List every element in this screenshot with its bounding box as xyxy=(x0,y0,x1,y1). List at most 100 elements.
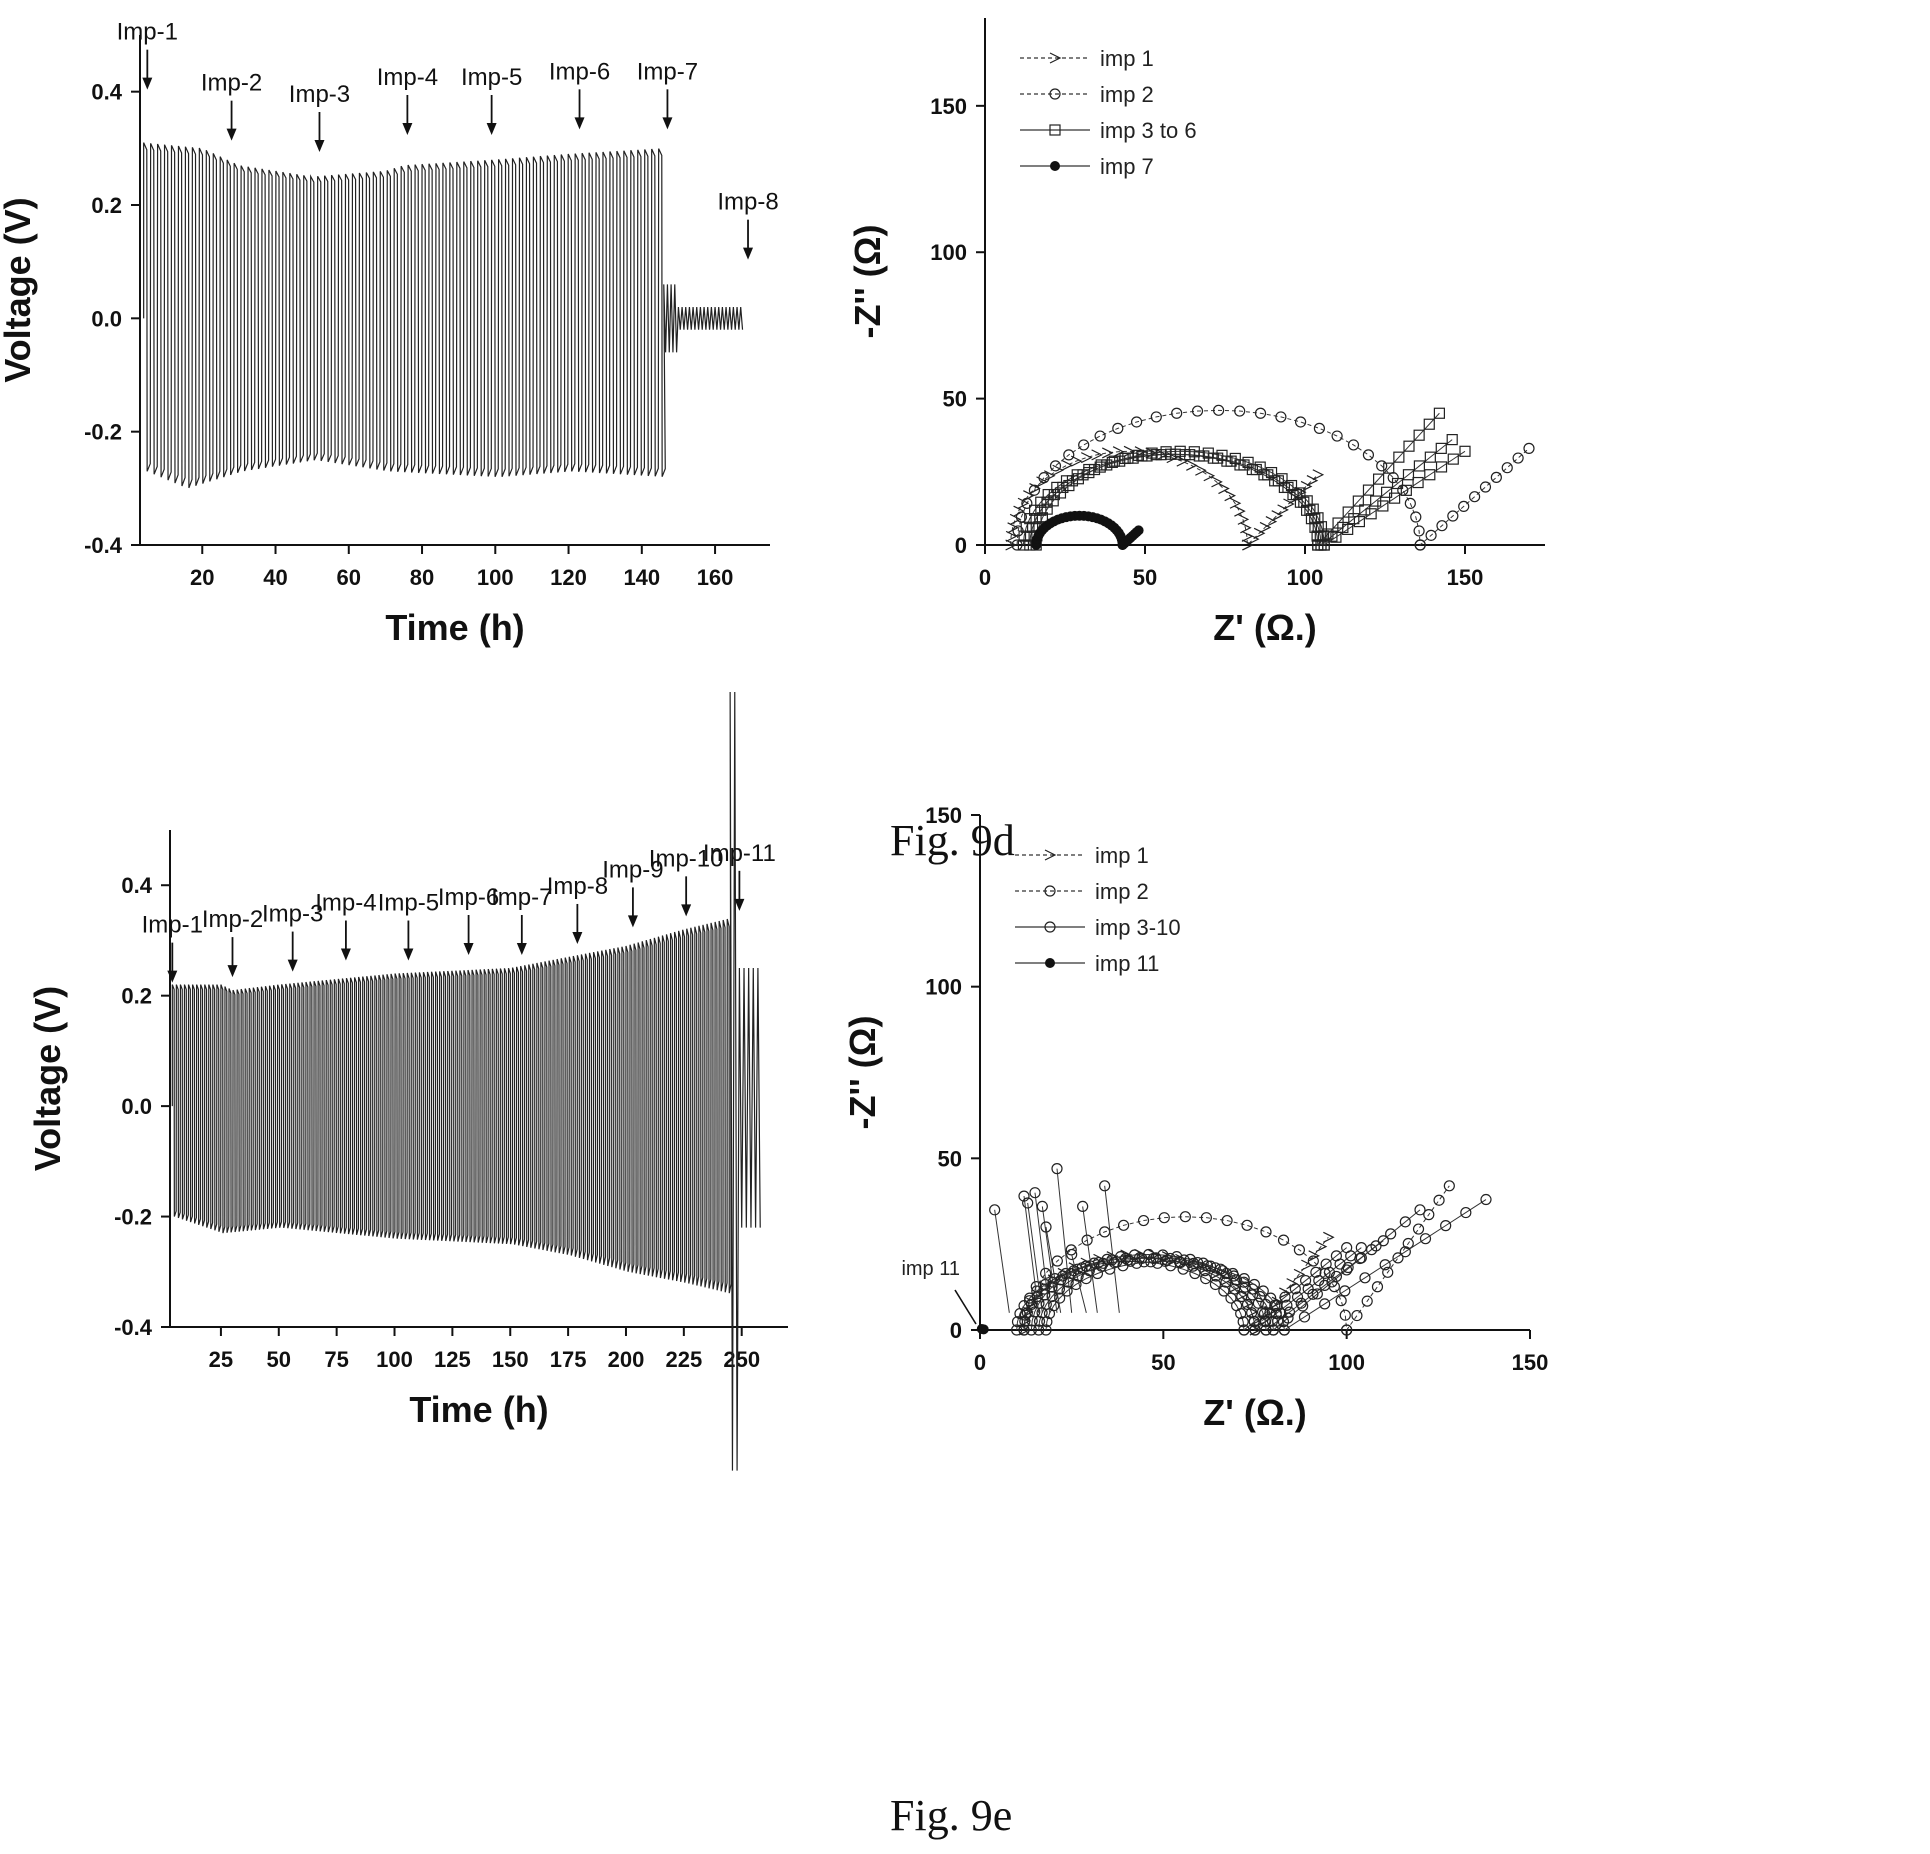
data-point xyxy=(1177,1263,1189,1275)
data-point xyxy=(1053,1283,1066,1295)
data-point xyxy=(1123,445,1136,457)
data-point xyxy=(1323,1231,1335,1243)
x-axis-title: Time (h) xyxy=(409,1389,548,1430)
data-point xyxy=(1265,466,1278,479)
data-point xyxy=(1049,460,1062,472)
data-point xyxy=(1078,439,1090,451)
data-point xyxy=(1275,411,1287,423)
legend-label: imp 2 xyxy=(1095,879,1149,904)
data-point xyxy=(1433,407,1446,419)
axes: 0 50 100 150 0 50 100 150 Z' (Ω.) -Z'' (Ω) xyxy=(847,18,1545,648)
data-point xyxy=(1146,447,1158,459)
x-tick-label: 175 xyxy=(550,1347,587,1372)
data-point xyxy=(1391,477,1404,490)
data-point xyxy=(1063,449,1075,461)
data-point xyxy=(1150,411,1162,423)
spike-line xyxy=(1045,1226,1062,1313)
data-point xyxy=(1276,473,1288,485)
x-tick-label: 40 xyxy=(263,565,287,590)
data-point xyxy=(1342,506,1354,518)
data-point xyxy=(1065,1244,1077,1256)
y-tick-label: 100 xyxy=(925,975,962,1000)
data-point xyxy=(1312,469,1325,481)
data-point xyxy=(1195,464,1207,476)
x-tick-label: 25 xyxy=(209,1347,233,1372)
data-point xyxy=(1083,1265,1095,1277)
imp-arrow-head xyxy=(574,117,585,130)
data-point xyxy=(1033,1315,1046,1327)
imp-annotation: Imp-1 xyxy=(117,19,178,90)
series xyxy=(1017,407,1471,551)
data-point xyxy=(1359,1272,1371,1284)
data-point xyxy=(1211,476,1223,488)
data-point xyxy=(1017,539,1030,551)
series-line xyxy=(1029,439,1453,546)
y-tick-label: 50 xyxy=(943,387,967,412)
legend-entry: imp 3 to 6 xyxy=(1020,118,1197,143)
data-point xyxy=(1028,484,1041,496)
data-point xyxy=(1479,481,1492,493)
data-point xyxy=(1088,463,1101,476)
data-point xyxy=(1171,407,1183,419)
y-tick-label: 0.0 xyxy=(121,1094,152,1119)
data-point xyxy=(1372,473,1385,485)
data-point xyxy=(1425,529,1437,541)
data-point xyxy=(1133,525,1144,536)
data-point xyxy=(1025,1324,1037,1336)
imp-arrow-head xyxy=(572,931,583,944)
data-point xyxy=(1131,416,1143,428)
data-point xyxy=(1412,1223,1425,1235)
data-point xyxy=(1458,500,1470,512)
data-point xyxy=(1158,1212,1170,1224)
y-axis-title: -Z'' (Ω) xyxy=(842,1016,883,1130)
data-point xyxy=(1277,1234,1290,1246)
data-point xyxy=(1392,1252,1404,1264)
data-point xyxy=(1035,496,1047,508)
data-point xyxy=(1319,1267,1331,1279)
data-point xyxy=(1315,521,1328,533)
data-point xyxy=(1051,1255,1063,1267)
imp-label: Imp-7 xyxy=(491,884,552,911)
legend-entry: imp 1 xyxy=(1020,46,1154,71)
data-point xyxy=(1312,512,1324,524)
data-point xyxy=(1094,461,1106,473)
data-point xyxy=(1298,1311,1311,1323)
spike-line xyxy=(1056,1168,1073,1313)
data-point xyxy=(1460,1206,1472,1219)
legend-entry: imp 2 xyxy=(1015,879,1149,904)
data-point xyxy=(1254,407,1267,419)
data-point xyxy=(1209,1262,1221,1274)
data-point xyxy=(1214,1263,1227,1275)
data-point xyxy=(1370,1240,1382,1252)
data-point xyxy=(1260,1226,1272,1238)
x-tick-label: 50 xyxy=(1133,565,1157,590)
data-point xyxy=(1246,1307,1258,1319)
x-tick-label: 60 xyxy=(337,565,361,590)
x-tick-label: 140 xyxy=(623,565,660,590)
imp-annotation: Imp-6 xyxy=(438,884,499,956)
spike-line xyxy=(1034,1192,1051,1313)
imp-arrow-head xyxy=(516,943,527,956)
data-point xyxy=(1117,1219,1130,1231)
data-point xyxy=(1301,495,1313,507)
y-tick-label: 100 xyxy=(930,240,967,265)
imp-label: Imp-10 xyxy=(649,845,724,872)
x-tick-label: 0 xyxy=(974,1350,986,1375)
legend-entry: imp 11 xyxy=(1015,951,1159,976)
data-point xyxy=(1413,525,1425,537)
data-point xyxy=(1235,1307,1247,1320)
x-tick-label: 150 xyxy=(492,1347,529,1372)
data-point xyxy=(1227,1267,1239,1280)
data-point xyxy=(1283,498,1295,510)
data-point xyxy=(1419,1233,1432,1245)
data-point xyxy=(1399,1216,1411,1228)
data-point xyxy=(1055,1274,1067,1286)
data-point xyxy=(1291,1291,1304,1303)
data-point xyxy=(1217,1265,1229,1277)
data-point xyxy=(1277,504,1289,516)
data-point xyxy=(1044,921,1056,933)
imp-annotation: Imp-9 xyxy=(602,856,664,928)
data-point xyxy=(1447,510,1459,522)
data-point xyxy=(1246,1289,1259,1301)
data-point xyxy=(1377,1235,1389,1247)
